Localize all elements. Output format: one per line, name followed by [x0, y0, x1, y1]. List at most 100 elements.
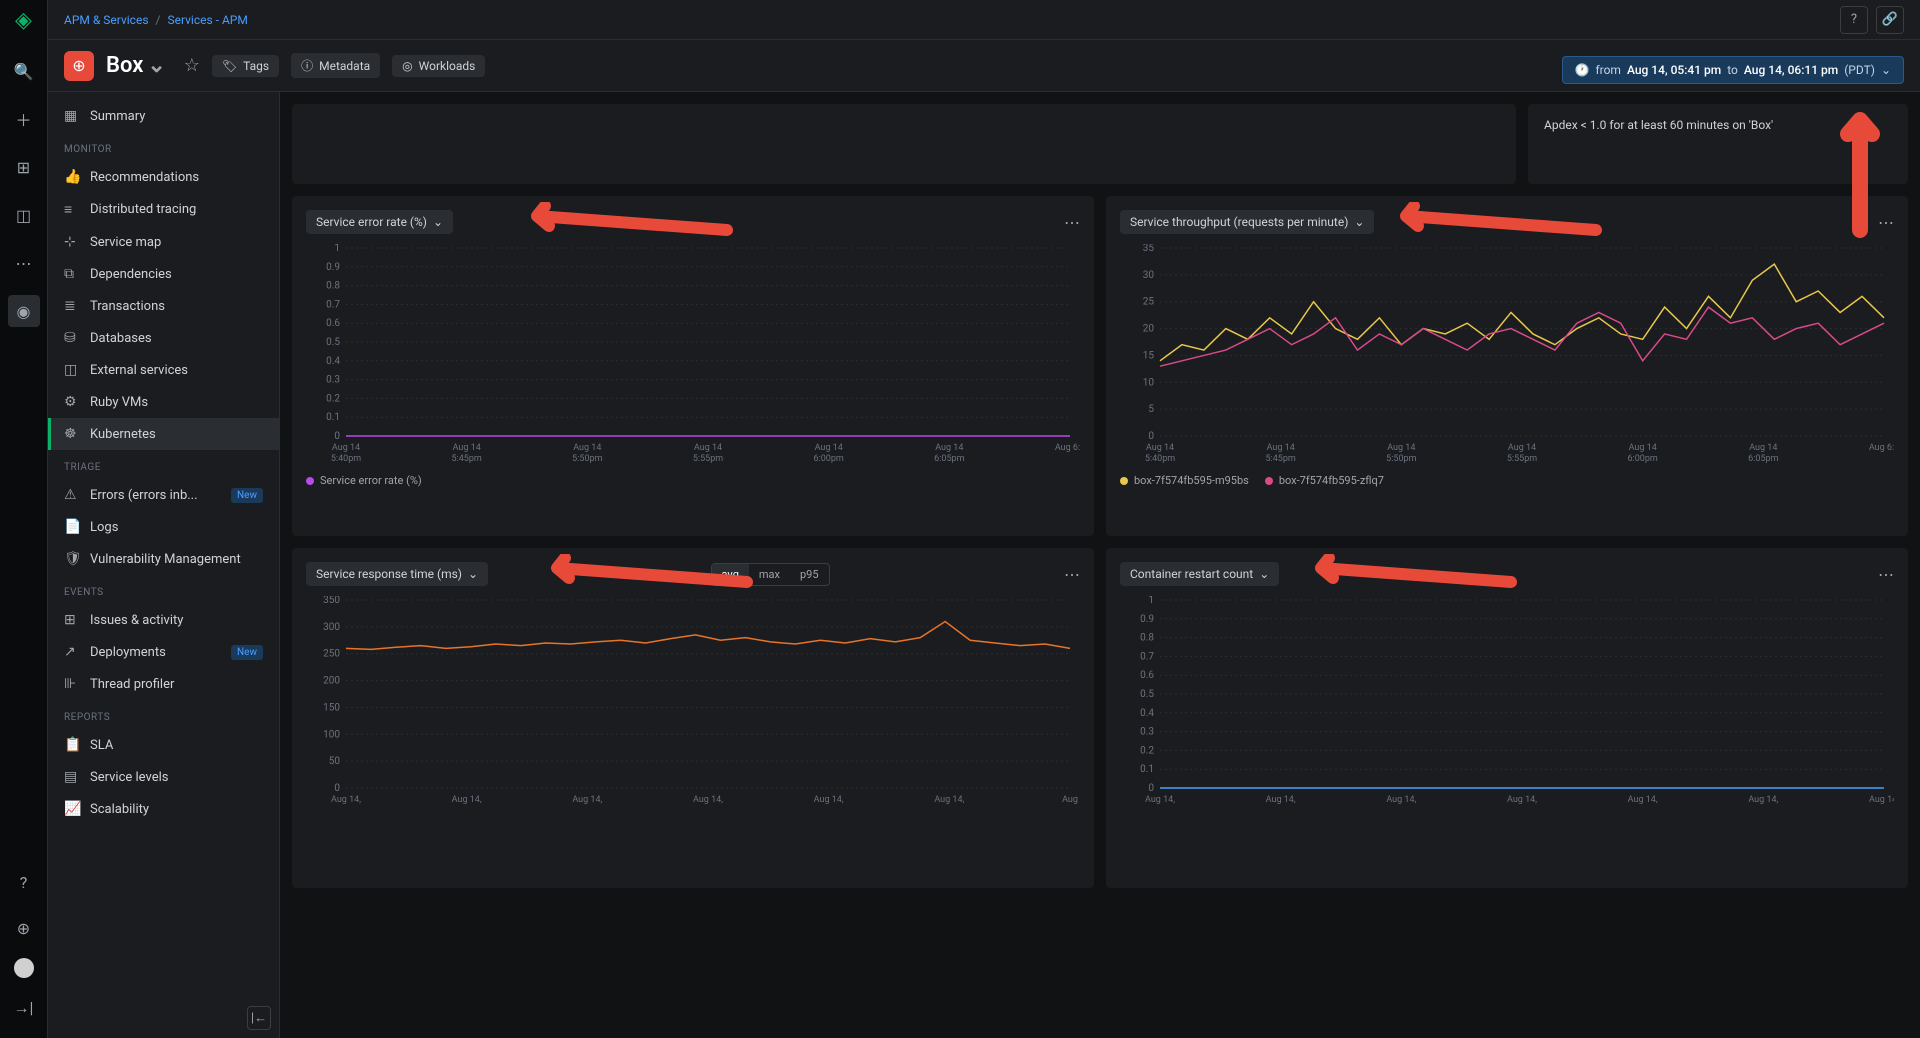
sidebar-section-events: EVENTS	[48, 575, 279, 604]
topbar: APM & Services / Services - APM ? 🔗	[48, 0, 1920, 40]
sidebar-item-distributed-tracing[interactable]: ≡Distributed tracing	[48, 193, 279, 226]
chart-menu-error-rate[interactable]: ⋯	[1064, 213, 1080, 232]
stat-avg[interactable]: avg	[712, 564, 749, 585]
metadata-button[interactable]: ⓘMetadata	[291, 53, 380, 78]
svg-text:0.8: 0.8	[1140, 633, 1154, 644]
sidebar-item-ruby-vms[interactable]: ⚙Ruby VMs	[48, 386, 279, 418]
box-icon[interactable]: ◫	[8, 199, 40, 231]
svg-text:Aug 14,: Aug 14,	[693, 795, 723, 805]
sidebar-item-vulnerability[interactable]: 🛡Vulnerability Management	[48, 543, 279, 575]
invite-icon[interactable]: ⊕	[8, 912, 40, 944]
chart-menu-throughput[interactable]: ⋯	[1878, 213, 1894, 232]
chart-response-time: Service response time (ms)⌄ avg max p95 …	[292, 548, 1094, 888]
svg-text:0.2: 0.2	[326, 393, 340, 404]
svg-text:Aug 14,: Aug 14,	[814, 795, 844, 805]
tags-button[interactable]: 🏷Tags	[212, 55, 279, 77]
expand-rail-icon[interactable]: →|	[8, 992, 40, 1024]
svg-text:Aug: Aug	[1062, 795, 1078, 805]
chart-menu-restart-count[interactable]: ⋯	[1878, 565, 1894, 584]
svg-text:Aug 14,: Aug 14,	[452, 795, 482, 805]
topbar-help-button[interactable]: ?	[1840, 6, 1868, 34]
svg-text:20: 20	[1143, 324, 1155, 335]
sidebar-item-transactions[interactable]: ≣Transactions	[48, 290, 279, 322]
sidebar-item-errors[interactable]: ⚠Errors (errors inb...New	[48, 479, 279, 511]
sidebar-item-service-map[interactable]: ⊹Service map	[48, 226, 279, 258]
help-rail-icon[interactable]: ?	[8, 866, 40, 898]
breadcrumb-root[interactable]: APM & Services	[64, 13, 149, 27]
sidebar-item-service-levels[interactable]: ▤Service levels	[48, 761, 279, 793]
svg-text:0.5: 0.5	[326, 337, 340, 348]
svg-text:5:50pm: 5:50pm	[1386, 454, 1416, 464]
stat-toggle: avg max p95	[711, 563, 830, 586]
svg-text:Aug 14,: Aug 14,	[1507, 795, 1537, 805]
chart-restart-count: Container restart count⌄ ⋯ 10.90.80.70.6…	[1106, 548, 1908, 888]
app-logo[interactable]: ◈	[15, 8, 32, 33]
svg-text:Aug 14,: Aug 14,	[1386, 795, 1416, 805]
svg-text:Aug 14: Aug 14	[1749, 443, 1777, 453]
chart-title-throughput[interactable]: Service throughput (requests per minute)…	[1120, 210, 1374, 234]
sidebar-item-thread-profiler[interactable]: ⊪Thread profiler	[48, 668, 279, 700]
main-content: Apdex < 1.0 for at least 60 minutes on '…	[280, 92, 1920, 1038]
svg-text:35: 35	[1143, 244, 1155, 254]
svg-text:Aug 14: Aug 14	[1146, 443, 1174, 453]
sidebar-item-sla[interactable]: 📋SLA	[48, 729, 279, 761]
svg-text:15: 15	[1143, 350, 1155, 361]
sidebar-item-kubernetes[interactable]: ☸Kubernetes	[48, 418, 279, 450]
breadcrumb-current[interactable]: Services - APM	[167, 13, 247, 27]
left-rail: ◈ 🔍 ＋ ⊞ ◫ ⋯ ◉ ? ⊕ →|	[0, 0, 48, 1038]
chart-title-response-time[interactable]: Service response time (ms)⌄	[306, 562, 488, 586]
service-icon: ⊕	[64, 51, 94, 81]
svg-text:5:55pm: 5:55pm	[693, 454, 723, 464]
sidebar-collapse-button[interactable]: |←	[247, 1006, 271, 1030]
more-icon[interactable]: ⋯	[8, 247, 40, 279]
svg-text:Aug 14: Aug 14	[935, 443, 963, 453]
sidebar-item-databases[interactable]: ⛁Databases	[48, 322, 279, 354]
page-title[interactable]: Box⌄	[106, 53, 166, 78]
svg-text:Aug 14,: Aug 14,	[1869, 795, 1894, 805]
svg-text:0.8: 0.8	[326, 281, 340, 292]
sidebar-item-recommendations[interactable]: 👍Recommendations	[48, 161, 279, 193]
time-range-picker[interactable]: 🕐 from Aug 14, 05:41 pm to Aug 14, 06:11…	[1562, 56, 1905, 84]
legend-item[interactable]: box-7f574fb595-zflq7	[1265, 474, 1384, 487]
chart-title-restart-count[interactable]: Container restart count⌄	[1120, 562, 1279, 586]
svg-text:Aug 14,: Aug 14,	[1266, 795, 1296, 805]
sidebar-item-dependencies[interactable]: ⧉Dependencies	[48, 258, 279, 290]
chart-title-error-rate[interactable]: Service error rate (%)⌄	[306, 210, 453, 234]
svg-text:5:40pm: 5:40pm	[331, 454, 361, 464]
add-icon[interactable]: ＋	[8, 103, 40, 135]
svg-text:0: 0	[334, 431, 340, 442]
stat-max[interactable]: max	[749, 564, 790, 585]
svg-text:30: 30	[1143, 270, 1155, 281]
svg-text:6:05pm: 6:05pm	[934, 454, 964, 464]
workloads-button[interactable]: ◎Workloads	[392, 55, 485, 77]
svg-text:5:55pm: 5:55pm	[1507, 454, 1537, 464]
search-icon[interactable]: 🔍	[8, 55, 40, 87]
alert-text: Apdex < 1.0 for at least 60 minutes on '…	[1544, 118, 1892, 132]
svg-text:10: 10	[1143, 377, 1155, 388]
svg-text:Aug 6:1: Aug 6:1	[1055, 443, 1080, 453]
sidebar-item-summary[interactable]: ▦Summary	[48, 100, 279, 132]
topbar-share-button[interactable]: 🔗	[1876, 6, 1904, 34]
sidebar-item-scalability[interactable]: 📈Scalability	[48, 793, 279, 825]
favorite-star-icon[interactable]: ☆	[184, 55, 200, 76]
sidebar-item-logs[interactable]: 📄Logs	[48, 511, 279, 543]
svg-text:300: 300	[323, 622, 340, 633]
legend-item[interactable]: Service error rate (%)	[306, 474, 422, 487]
sidebar-section-reports: REPORTS	[48, 700, 279, 729]
globe-icon[interactable]: ◉	[8, 295, 40, 327]
apps-icon[interactable]: ⊞	[8, 151, 40, 183]
svg-text:0.4: 0.4	[326, 356, 340, 367]
sidebar-item-deployments[interactable]: ↗DeploymentsNew	[48, 636, 279, 668]
svg-text:Aug 14,: Aug 14,	[572, 795, 602, 805]
sidebar-item-issues[interactable]: ⊞Issues & activity	[48, 604, 279, 636]
svg-text:25: 25	[1143, 297, 1155, 308]
svg-text:6:00pm: 6:00pm	[1628, 454, 1658, 464]
svg-text:0: 0	[1148, 783, 1154, 794]
breadcrumb: APM & Services / Services - APM	[64, 13, 248, 27]
sidebar-item-external-services[interactable]: ◫External services	[48, 354, 279, 386]
user-avatar[interactable]	[14, 958, 34, 978]
legend-item[interactable]: box-7f574fb595-m95bs	[1120, 474, 1249, 487]
chart-menu-response-time[interactable]: ⋯	[1064, 565, 1080, 584]
stat-p95[interactable]: p95	[790, 564, 829, 585]
svg-text:Aug 14: Aug 14	[1508, 443, 1536, 453]
